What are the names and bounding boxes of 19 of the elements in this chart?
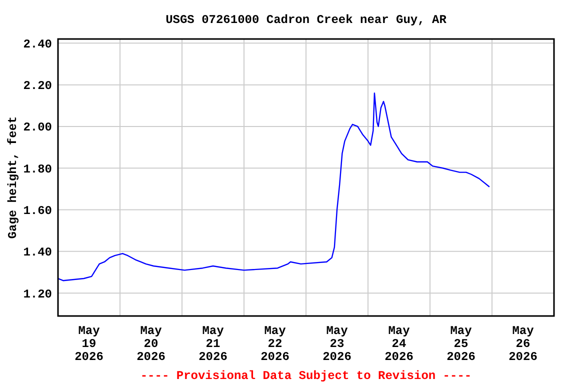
y-tick-label: 1.40 xyxy=(23,246,52,260)
x-tick-label: May 23 2026 xyxy=(322,324,352,364)
y-tick-label: 2.20 xyxy=(23,79,52,94)
x-tick-label: May 24 2026 xyxy=(384,324,414,364)
x-tick-label: May 22 2026 xyxy=(260,324,290,364)
chart-title: USGS 07261000 Cadron Creek near Guy, AR xyxy=(166,13,448,27)
y-tick-label: 1.20 xyxy=(23,287,52,302)
y-tick-label: 1.60 xyxy=(23,204,52,218)
x-tick-label: May 19 2026 xyxy=(74,324,104,364)
y-tick-label: 1.80 xyxy=(23,162,52,176)
line-series xyxy=(58,92,490,282)
y-tick-label: 2.00 xyxy=(23,120,52,135)
x-tick-label: May 21 2026 xyxy=(198,324,228,364)
x-tick-label: May 26 2026 xyxy=(508,324,538,364)
y-axis-title: Gage height, feet xyxy=(6,116,20,239)
text: ---- Provisional Data Subject to Revision ---- xyxy=(140,369,472,383)
y-tick-label: 2.40 xyxy=(23,37,52,52)
x-tick-label: May 25 2026 xyxy=(446,324,476,364)
x-tick-label: May 20 2026 xyxy=(136,324,166,364)
